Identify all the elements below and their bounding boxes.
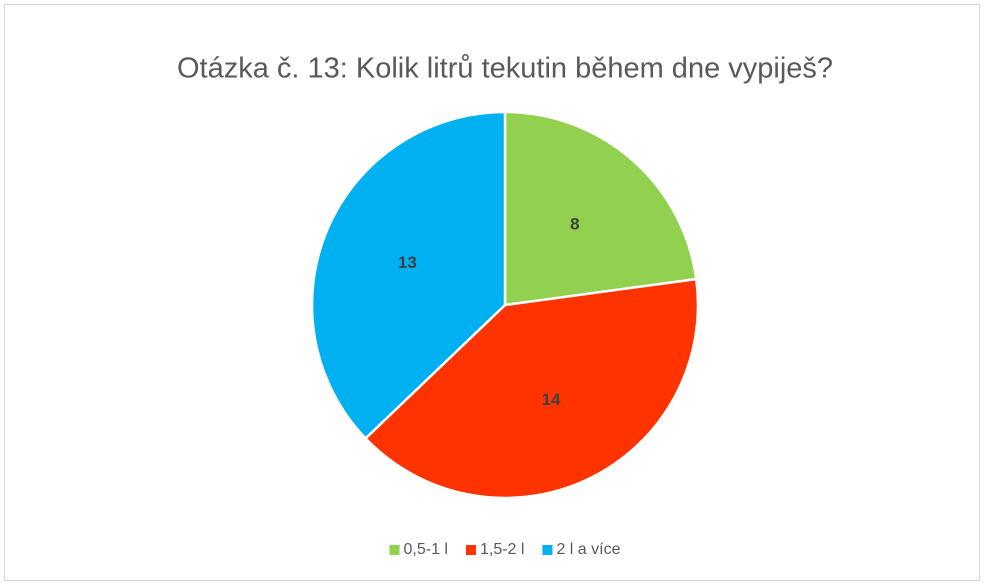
legend-swatch (465, 545, 476, 555)
legend-swatch (389, 545, 400, 555)
pie-slice (363, 277, 700, 500)
legend-label: 0,5-1 l (404, 541, 448, 558)
pie-slice (503, 110, 698, 307)
data-label: 14 (542, 390, 561, 409)
legend-label: 2 l a více (556, 541, 620, 558)
data-label: 8 (570, 215, 579, 234)
legend-label: 1,5-2 l (480, 541, 524, 558)
data-label: 13 (398, 253, 417, 272)
pie-slice (310, 110, 507, 441)
legend-swatch (542, 545, 553, 555)
chart-title: Otázka č. 13: Kolik litrů tekutin během … (177, 53, 833, 85)
